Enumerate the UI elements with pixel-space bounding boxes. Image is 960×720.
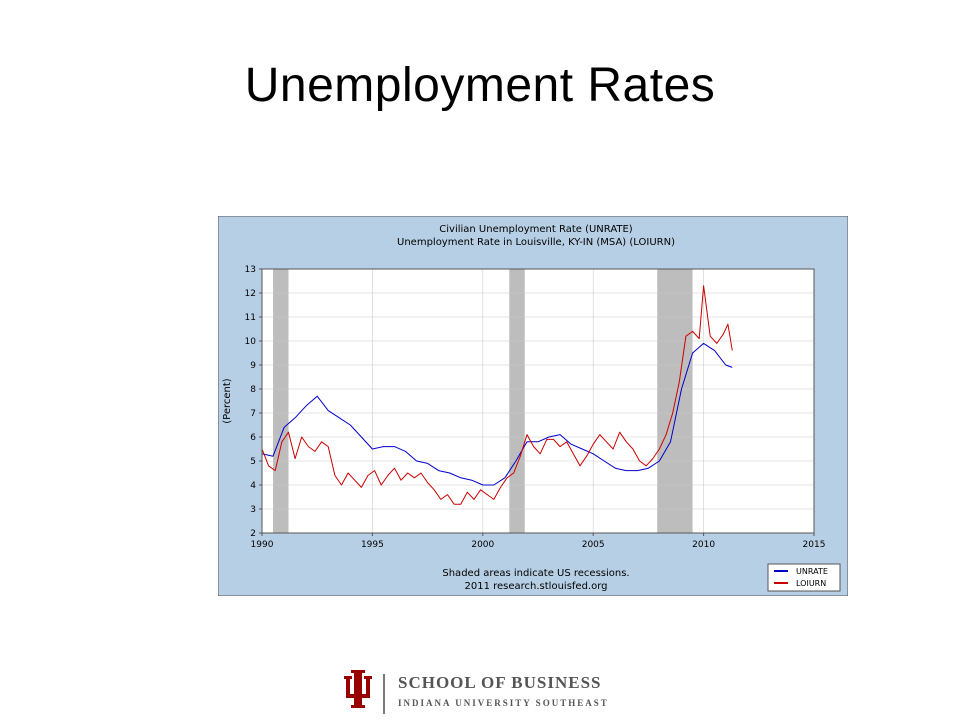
series-line-unrate (261, 342, 733, 486)
x-tick-label-2: 2000 (471, 540, 494, 550)
chart-legend: UNRATE LOIURN (767, 563, 841, 592)
recession-band-1 (509, 269, 525, 533)
x-tick-label-3: 2005 (582, 540, 605, 550)
y-tick-label-10: 12 (245, 289, 256, 299)
recession-bands (273, 269, 693, 533)
axes: 2 3 4 5 6 7 8 9 10 11 12 13 1990 1995 2000 2005 2010 2015 (245, 265, 826, 550)
x-tick-label-1: 1995 (361, 540, 384, 550)
x-tick-label-5: 2015 (803, 540, 826, 550)
recession-note: Shaded areas indicate US recessions. (442, 568, 629, 579)
iu-trident-icon (344, 670, 372, 708)
logo-university-name: INDIANA UNIVERSITY SOUTHEAST (398, 698, 609, 708)
y-tick-label-0: 2 (250, 529, 256, 539)
series-lines (261, 285, 733, 505)
chart-canvas: Civilian Unemployment Rate (UNRATE) Unem… (218, 216, 848, 596)
chart-title: Civilian Unemployment Rate (UNRATE) (439, 224, 633, 235)
y-tick-label-8: 10 (245, 337, 257, 347)
x-tick-label-4: 2010 (692, 540, 715, 550)
y-tick-label-1: 3 (250, 505, 256, 515)
logo-divider (383, 674, 385, 714)
school-logo: SCHOOL OF BUSINESS INDIANA UNIVERSITY SO… (340, 670, 630, 714)
slide-title: Unemployment Rates (244, 59, 716, 112)
logo-school-name: SCHOOL OF BUSINESS (398, 673, 602, 692)
y-tick-label-3: 5 (250, 457, 256, 467)
source-note: 2011 research.stlouisfed.org (464, 581, 607, 592)
recession-band-0 (273, 269, 289, 533)
unemployment-chart: Civilian Unemployment Rate (UNRATE) Unem… (218, 216, 848, 596)
chart-subtitle: Unemployment Rate in Louisville, KY-IN (… (397, 237, 675, 248)
y-tick-label-4: 6 (250, 433, 256, 443)
legend-label-unrate: UNRATE (796, 567, 828, 576)
legend-label-loiurn: LOIURN (796, 579, 826, 588)
legend-box (767, 563, 841, 592)
y-tick-label-2: 4 (250, 481, 256, 491)
y-tick-label-7: 9 (250, 361, 256, 371)
y-tick-label-9: 11 (245, 313, 256, 323)
y-tick-label-5: 7 (250, 409, 256, 419)
y-tick-label-6: 8 (250, 385, 256, 395)
y-tick-label-11: 13 (245, 265, 256, 275)
x-tick-label-0: 1990 (251, 540, 274, 550)
y-axis-label: (Percent) (222, 378, 233, 424)
series-line-loiurn (261, 285, 733, 505)
plot-area (262, 269, 814, 533)
plot-border (261, 268, 815, 534)
